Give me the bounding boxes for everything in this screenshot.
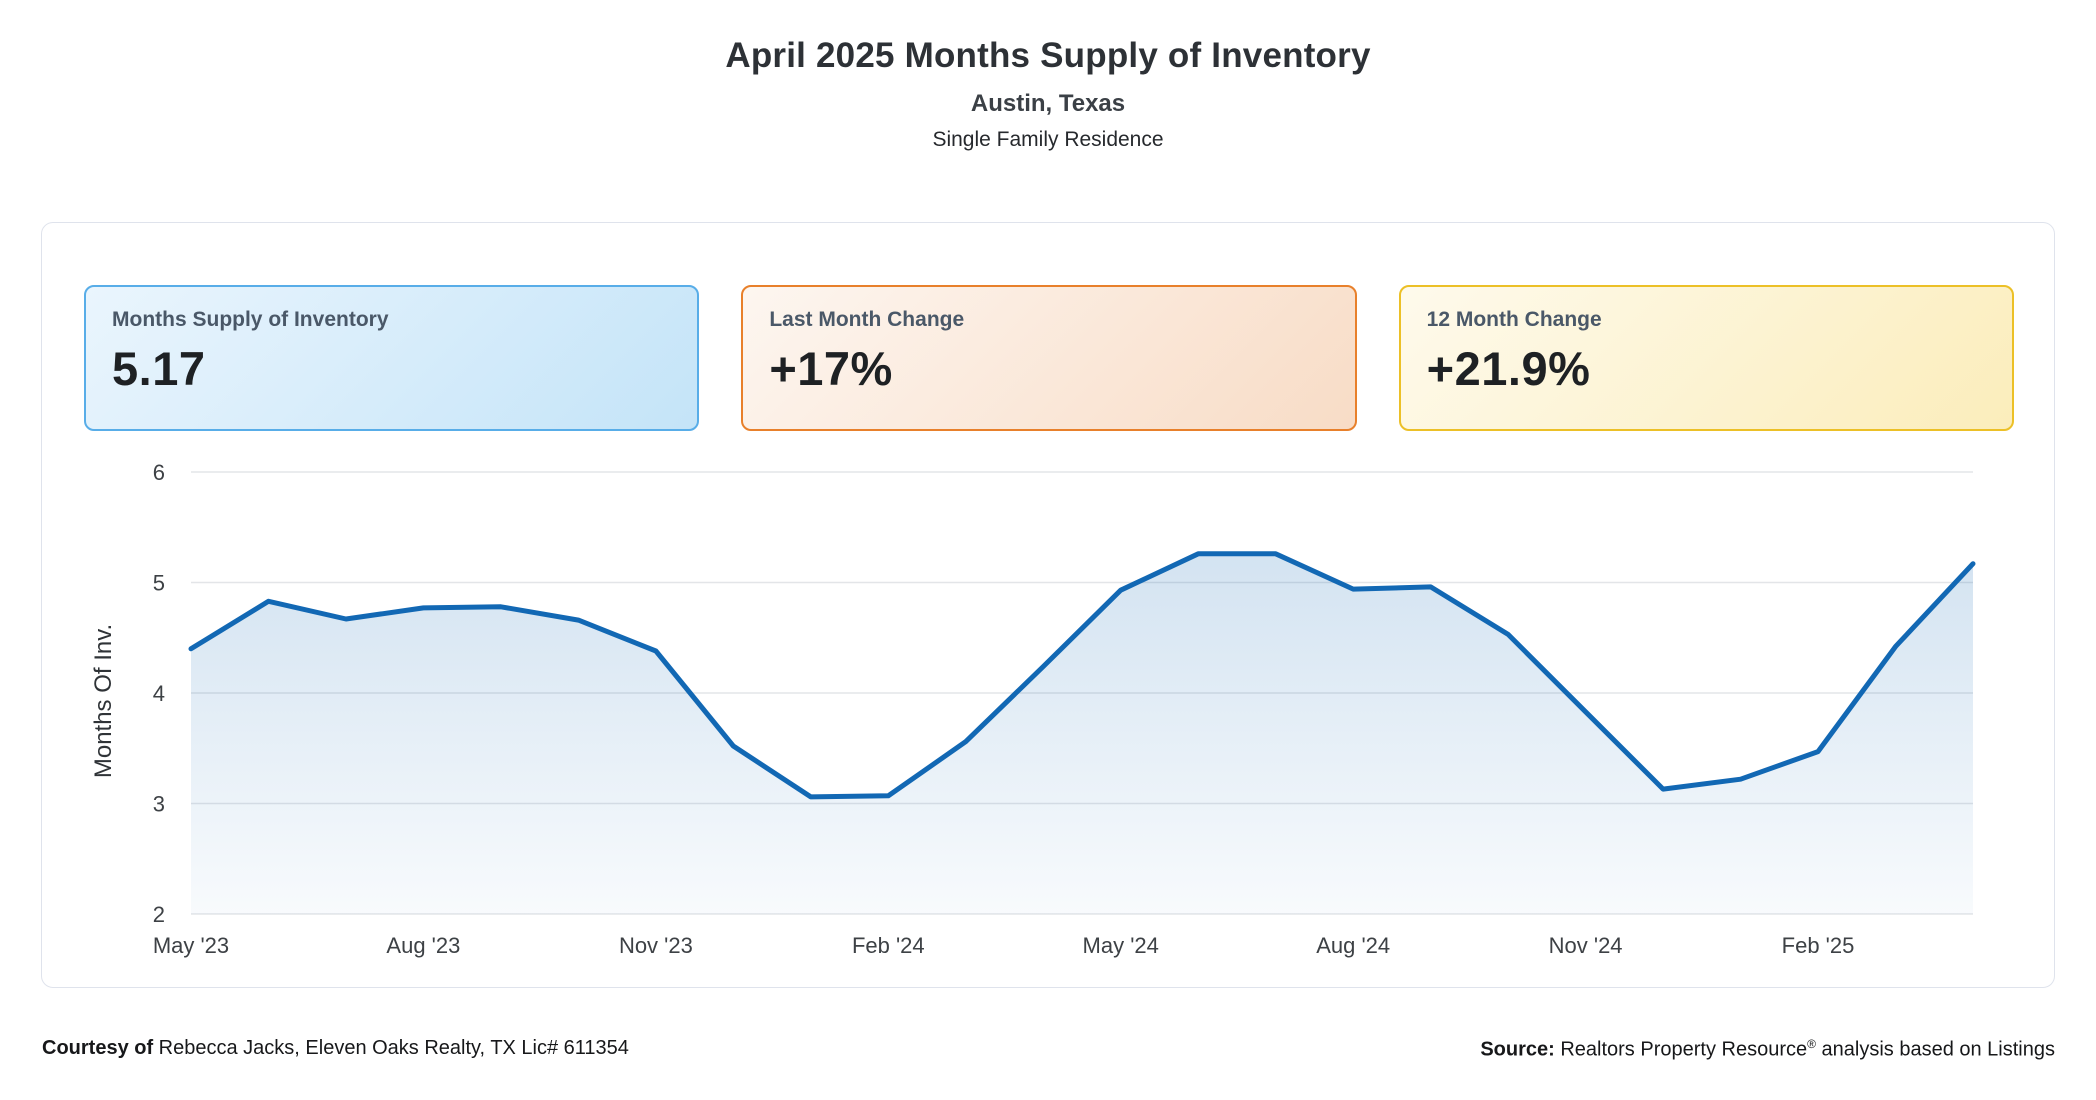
x-tick-label: Nov '23: [619, 933, 693, 958]
footer-source-text: analysis based on Listings: [1815, 1038, 2056, 1061]
stat-card-label: 12 Month Change: [1426, 308, 1602, 331]
footer-source-label: Source:: [1480, 1038, 1555, 1061]
y-tick-label: 3: [153, 792, 165, 817]
registered-trademark-icon: ®: [1807, 1037, 1816, 1051]
page-title: April 2025 Months Supply of Inventory: [725, 36, 1371, 75]
property-type-subtitle: Single Family Residence: [932, 128, 1164, 151]
trend-line: [188, 551, 1976, 800]
stat-card-last-month-change: Last Month Change +17%: [741, 285, 1357, 431]
x-tick-label: Feb '25: [1782, 933, 1855, 958]
footer-courtesy-text: Rebecca Jacks, Eleven Oaks Realty, TX Li…: [153, 1037, 629, 1059]
y-tick-label: 6: [153, 460, 165, 485]
y-tick-label: 2: [153, 902, 165, 927]
stat-card-label: Last Month Change: [769, 308, 965, 331]
stat-card-12-month-change: 12 Month Change +21.9%: [1398, 285, 2014, 431]
y-tick-label: 4: [153, 681, 165, 706]
stat-card-value: +17%: [769, 342, 893, 395]
footer-courtesy: Courtesy of Rebecca Jacks, Eleven Oaks R…: [42, 1037, 629, 1060]
y-tick-label: 5: [153, 571, 165, 596]
summary-panel: Months Supply of Inventory 5.17 Last Mon…: [41, 222, 2055, 988]
stat-cards-row: Months Supply of Inventory 5.17 Last Mon…: [84, 285, 2014, 431]
stat-card-label: Months Supply of Inventory: [112, 308, 389, 331]
y-axis-title: Months Of Inv.: [90, 623, 117, 779]
stat-card-value: +21.9%: [1426, 342, 1591, 395]
stat-card-months-supply: Months Supply of Inventory 5.17: [84, 285, 700, 431]
stat-card-value: 5.17: [112, 342, 206, 395]
region-subtitle: Austin, Texas: [970, 90, 1126, 117]
x-tick-label: Aug '24: [1316, 933, 1390, 958]
x-tick-label: Nov '24: [1549, 933, 1623, 958]
months-supply-area-chart: 6 5 4 3 2 May '23 Aug '23 Nov '23 Feb '24 May '24…: [153, 460, 1976, 958]
x-tick-label: May '24: [1083, 933, 1159, 958]
footer-courtesy-label: Courtesy of: [42, 1037, 154, 1059]
x-tick-label: May '23: [153, 933, 229, 958]
footer-source-text: Realtors Property Resource: [1554, 1038, 1808, 1061]
x-tick-label: Feb '24: [852, 933, 925, 958]
x-tick-label: Aug '23: [386, 933, 460, 958]
footer-source: Source: Realtors Property Resource® anal…: [1480, 1037, 2055, 1062]
